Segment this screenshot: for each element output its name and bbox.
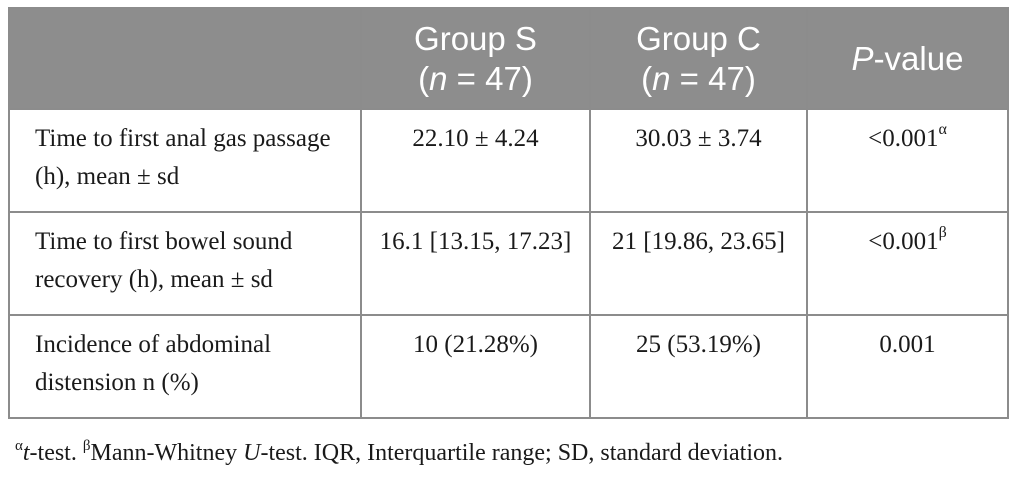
results-table: Group S (n = 47) Group C (n = 47) P-valu… xyxy=(8,7,1009,419)
pvalue-value: <0.001 xyxy=(868,228,939,255)
pvalue-cell: <0.001β xyxy=(806,211,1009,316)
footnote-mw-pre: Mann-Whitney xyxy=(90,440,244,466)
header-group-s-n-value: = 47) xyxy=(447,59,533,97)
table-row: Incidence of abdominal distension n (%) … xyxy=(8,314,1009,419)
header-row: Group S (n = 47) Group C (n = 47) P-valu… xyxy=(8,7,1009,110)
group-s-value: 10 (21.28%) xyxy=(360,314,591,419)
footnote-t-var: t xyxy=(22,440,30,466)
footnote-t-test: -test. xyxy=(29,440,83,466)
table-row: Time to first bowel sound recovery (h), … xyxy=(8,211,1009,316)
header-empty xyxy=(8,7,362,110)
footnote-mark-alpha: α xyxy=(15,438,23,454)
group-c-value: 21 [19.86, 23.65] xyxy=(589,211,808,316)
header-group-s: Group S (n = 47) xyxy=(360,7,591,110)
header-group-c: Group C (n = 47) xyxy=(589,7,808,110)
row-label: Time to first bowel sound recovery (h), … xyxy=(8,211,362,316)
header-group-c-n-value: = 47) xyxy=(670,59,756,97)
pvalue-marker: α xyxy=(938,121,947,138)
pvalue-value: <0.001 xyxy=(868,125,939,152)
pvalue-cell: 0.001 xyxy=(806,314,1009,419)
pvalue-marker: β xyxy=(938,224,947,241)
footnote-mark-beta: β xyxy=(82,438,91,454)
footnote-abbreviations: -test. IQR, Interquartile range; SD, sta… xyxy=(260,440,783,466)
row-label: Incidence of abdominal distension n (%) xyxy=(8,314,362,419)
header-group-s-title: Group S xyxy=(414,19,537,57)
group-c-value: 30.03 ± 3.74 xyxy=(589,108,808,213)
group-s-value: 16.1 [13.15, 17.23] xyxy=(360,211,591,316)
row-label: Time to first anal gas passage (h), mean… xyxy=(8,108,362,213)
results-table-container: Group S (n = 47) Group C (n = 47) P-valu… xyxy=(8,7,1009,422)
group-c-value: 25 (53.19%) xyxy=(589,314,808,419)
table-footnote: αt-test. βMann-Whitney U-test. IQR, Inte… xyxy=(15,438,783,467)
group-s-value: 22.10 ± 4.24 xyxy=(360,108,591,213)
pvalue-value: 0.001 xyxy=(879,331,936,358)
header-pvalue: P-value xyxy=(806,7,1009,110)
header-group-c-n-var: n xyxy=(652,59,671,97)
pvalue-cell: <0.001α xyxy=(806,108,1009,213)
header-pvalue-rest: -value xyxy=(873,39,964,77)
header-group-s-n-var: n xyxy=(429,59,448,97)
header-group-c-title: Group C xyxy=(636,19,761,57)
table-row: Time to first anal gas passage (h), mean… xyxy=(8,108,1009,213)
footnote-u-var: U xyxy=(243,440,261,466)
header-pvalue-p: P xyxy=(851,39,874,77)
